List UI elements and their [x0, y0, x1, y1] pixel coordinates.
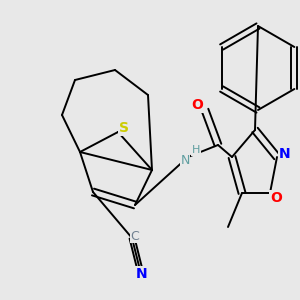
Text: O: O — [191, 98, 203, 112]
Text: O: O — [270, 191, 282, 205]
Text: H: H — [192, 145, 200, 155]
Text: C: C — [130, 230, 140, 242]
Text: S: S — [119, 121, 129, 135]
Text: N: N — [180, 154, 190, 166]
Text: N: N — [136, 267, 148, 281]
Text: N: N — [279, 147, 291, 161]
